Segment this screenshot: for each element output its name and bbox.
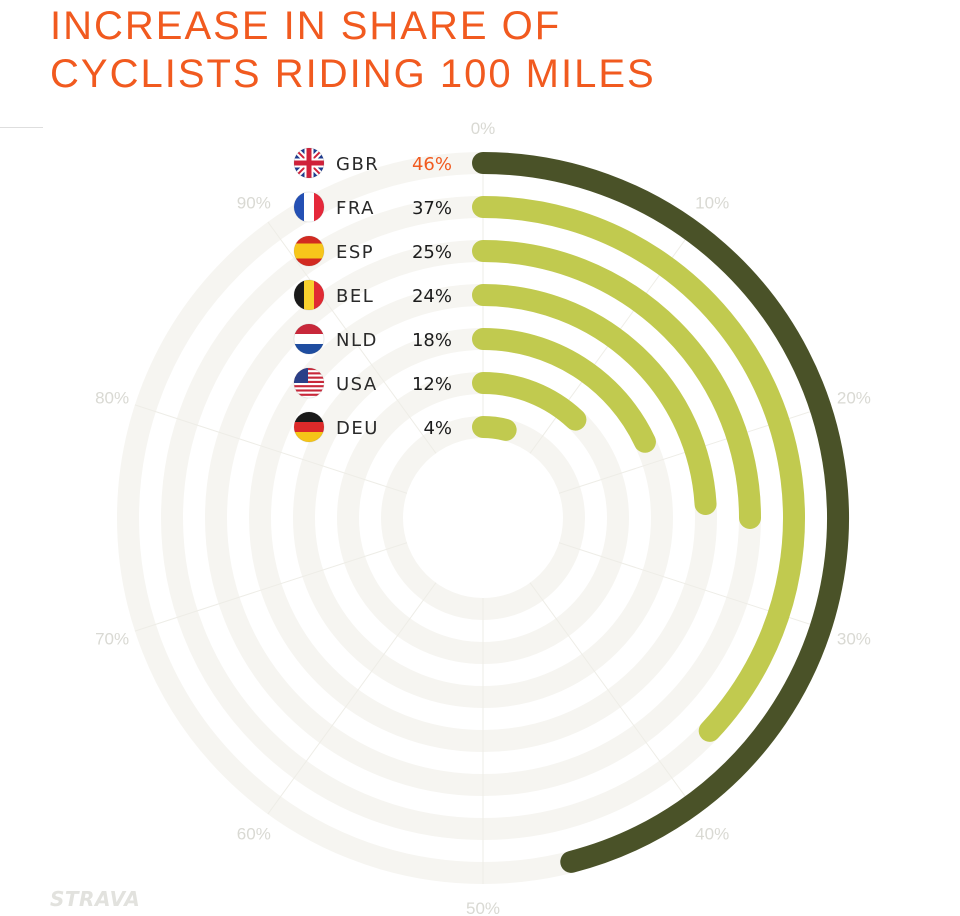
title-divider [0,127,43,128]
legend-row-bel: BEL 24% [293,279,452,311]
spoke-90 [267,221,437,454]
country-value-esp: 25% [412,242,452,263]
country-value-bel: 24% [412,286,452,307]
tick-label-30: 30% [837,630,871,649]
tick-label-60: 60% [237,825,271,844]
country-code-nld: NLD [336,330,378,351]
chart-title: INCREASE IN SHARE OF CYCLISTS RIDING 100… [50,2,656,98]
track-ring-deu [381,416,585,620]
country-code-esp: ESP [336,242,374,263]
bar-gbr [472,152,849,873]
chart-bars [472,152,849,873]
belgium-flag-icon [293,279,325,311]
tick-label-80: 80% [95,389,129,408]
legend-row-esp: ESP 25% [293,235,452,267]
usa-flag-icon [293,367,325,399]
country-value-nld: 18% [412,330,452,351]
spoke-40 [529,582,699,815]
spoke-60 [267,582,437,815]
tick-label-20: 20% [837,389,871,408]
chart-title-line-1: INCREASE IN SHARE OF [50,4,562,48]
country-code-usa: USA [336,374,378,395]
country-code-bel: BEL [336,286,374,307]
strava-logo: STRAVA [50,887,141,911]
spain-flag-icon [293,235,325,267]
chart-legend: GBR 46% FRA 37% ESP 25% BEL 24% NLD 18% USA 12% DEU 4… [293,147,452,443]
country-value-gbr: 46% [412,154,452,175]
bar-usa [472,372,587,431]
chart-tick-labels: 0% 10% 20% 30% 40% 50% 60% 70% 80% 90% [95,119,871,916]
tick-label-10: 10% [695,194,729,213]
legend-row-usa: USA 12% [293,367,452,399]
country-code-deu: DEU [336,418,379,439]
spoke-80 [134,404,408,494]
country-value-usa: 12% [412,374,452,395]
country-code-gbr: GBR [336,154,379,175]
germany-flag-icon [293,411,325,443]
tick-label-90: 90% [237,194,271,213]
tick-label-40: 40% [695,825,729,844]
bar-bel [472,284,717,515]
spoke-70 [134,542,408,632]
netherlands-flag-icon [293,323,325,355]
country-value-fra: 37% [412,198,452,219]
legend-row-fra: FRA 37% [293,191,452,223]
country-code-fra: FRA [336,198,375,219]
bar-deu [472,416,517,441]
tick-label-50: 50% [466,899,500,916]
tick-label-70: 70% [95,630,129,649]
legend-row-gbr: GBR 46% [293,147,452,179]
chart-title-line-2: CYCLISTS RIDING 100 MILES [50,52,656,96]
france-flag-icon [293,191,325,223]
bar-nld [472,328,656,453]
uk-flag-icon [293,147,325,179]
legend-row-nld: NLD 18% [293,323,452,355]
bar-esp [472,240,761,529]
country-value-deu: 4% [423,418,452,439]
legend-row-deu: DEU 4% [293,411,452,443]
tick-label-0: 0% [471,119,496,138]
bar-fra [472,196,805,742]
